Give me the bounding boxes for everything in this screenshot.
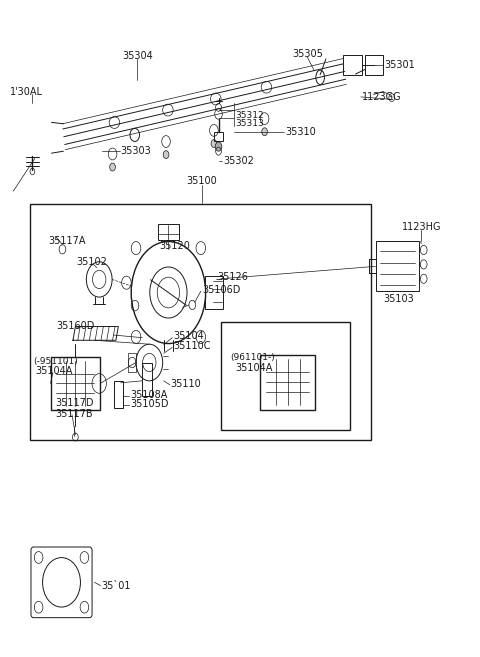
Text: 35303: 35303	[120, 147, 152, 156]
Text: 1123HG: 1123HG	[402, 222, 441, 232]
Text: 35126: 35126	[217, 273, 248, 283]
Circle shape	[262, 128, 267, 135]
Text: 35313: 35313	[235, 119, 264, 128]
Circle shape	[110, 163, 115, 171]
Text: 35102: 35102	[77, 258, 108, 267]
Bar	[50, 357, 100, 409]
Text: 35312: 35312	[235, 112, 264, 120]
Text: 35106D: 35106D	[202, 285, 240, 295]
Text: 35117B: 35117B	[55, 409, 93, 419]
Text: 35`01: 35`01	[102, 581, 131, 591]
Text: 35301: 35301	[384, 60, 415, 70]
Text: 35104A: 35104A	[235, 363, 273, 373]
Text: 35117A: 35117A	[48, 237, 85, 246]
Text: 35103: 35103	[383, 294, 414, 304]
Text: 35110: 35110	[171, 379, 202, 389]
Bar	[142, 363, 152, 396]
Text: 1123GG: 1123GG	[362, 92, 401, 102]
Bar	[30, 204, 371, 440]
Bar	[214, 131, 223, 141]
Bar	[158, 224, 179, 240]
Text: 1'30AL: 1'30AL	[10, 87, 43, 97]
Bar	[115, 381, 123, 408]
Text: 35100: 35100	[186, 175, 217, 186]
Text: 35304: 35304	[122, 51, 153, 61]
Bar	[376, 242, 419, 290]
Text: 35110C: 35110C	[173, 341, 211, 351]
Bar	[221, 322, 350, 430]
Circle shape	[163, 150, 169, 158]
Text: (961101-): (961101-)	[230, 353, 275, 363]
Text: 35117D: 35117D	[55, 398, 93, 408]
Text: 35105D: 35105D	[130, 399, 169, 409]
Text: 35108A: 35108A	[130, 390, 168, 399]
Text: 35160D: 35160D	[56, 321, 95, 331]
Bar	[204, 276, 223, 309]
Bar	[343, 55, 362, 75]
Text: 35120: 35120	[159, 241, 190, 251]
Circle shape	[211, 139, 217, 147]
Bar	[128, 353, 136, 373]
Text: 35104A: 35104A	[36, 366, 73, 376]
Circle shape	[215, 142, 222, 151]
Text: 35305: 35305	[292, 49, 323, 59]
Text: 35104: 35104	[173, 331, 204, 342]
Text: 35310: 35310	[285, 127, 316, 137]
Text: 35302: 35302	[223, 156, 254, 166]
Bar	[365, 55, 383, 75]
Bar	[260, 355, 315, 409]
Text: (-951101): (-951101)	[33, 357, 78, 366]
